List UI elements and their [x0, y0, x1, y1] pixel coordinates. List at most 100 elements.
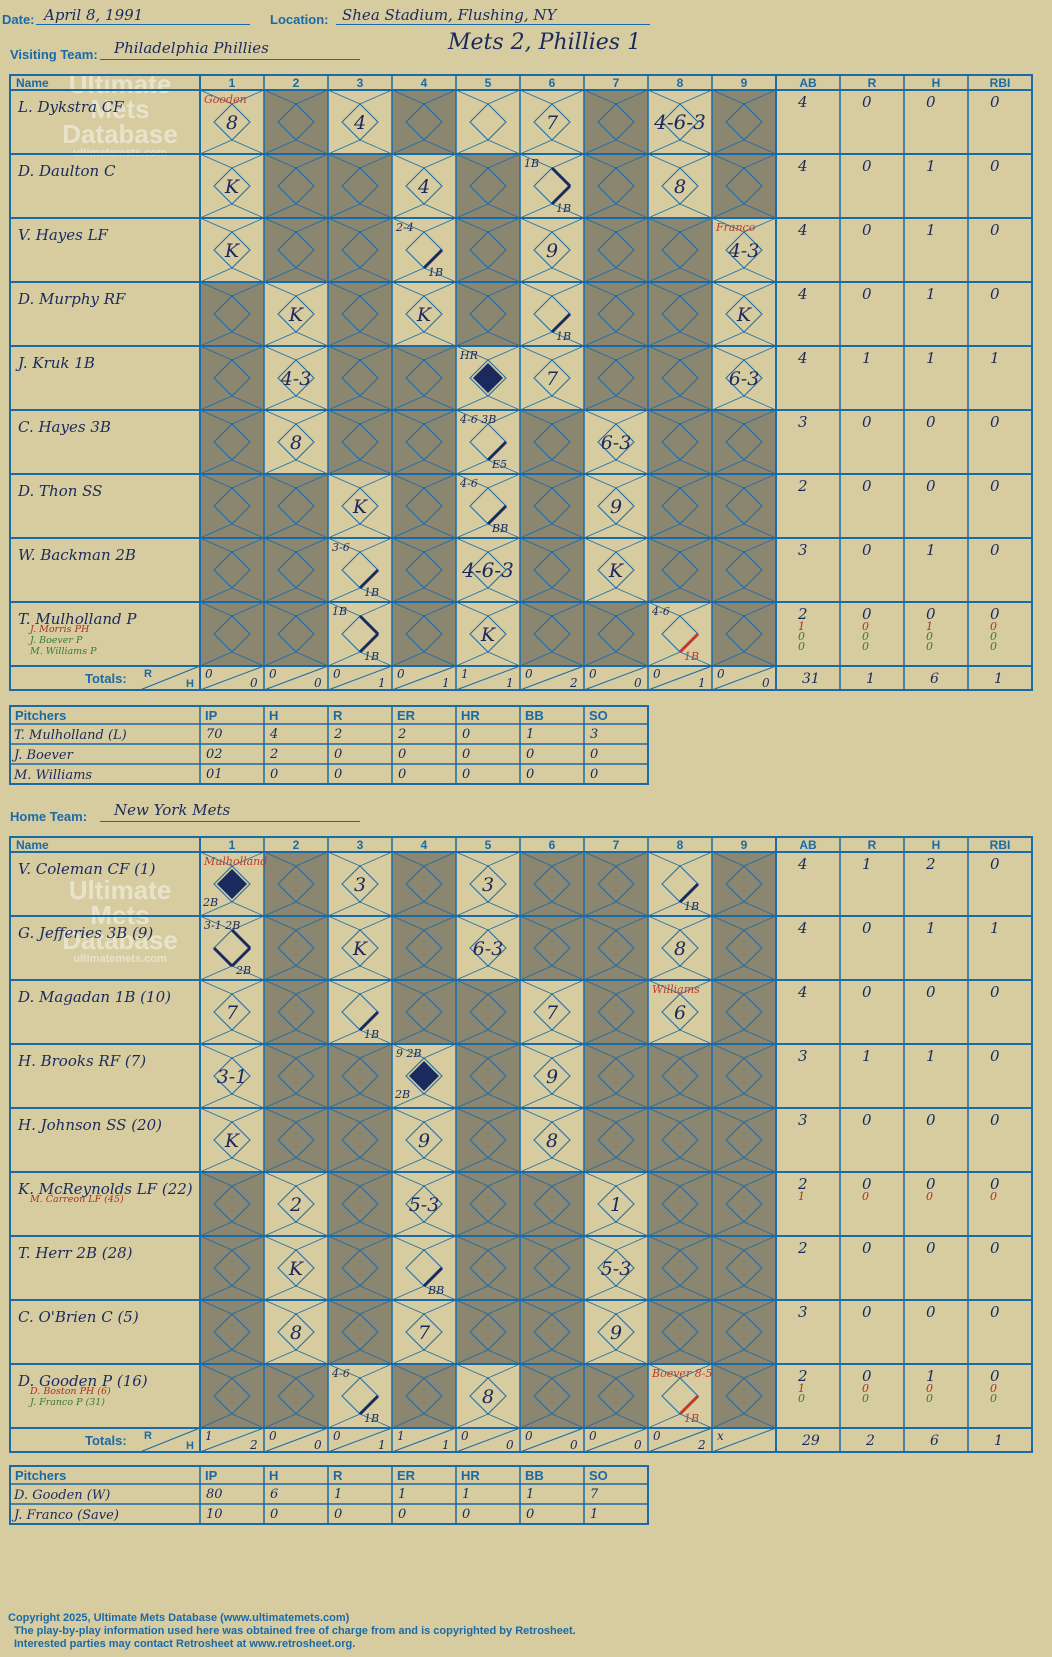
cell-line — [391, 1107, 425, 1123]
play-code: 8 — [290, 432, 302, 454]
header-col: 7 — [613, 838, 620, 852]
inning-hits: 0 — [762, 676, 770, 690]
cell-line — [199, 1413, 233, 1429]
cell-line — [551, 851, 585, 867]
cell-line — [679, 409, 713, 425]
cell-line — [391, 1043, 425, 1059]
header-col: 2 — [293, 838, 300, 852]
play-code: K — [224, 176, 241, 198]
cell-line — [455, 409, 489, 425]
home-grid — [9, 836, 1033, 1453]
cell-line — [519, 965, 553, 981]
cell-line — [519, 1363, 553, 1379]
cell-line — [199, 395, 233, 411]
inning-runs: 0 — [525, 667, 533, 681]
base-path — [550, 184, 572, 206]
cell-line — [295, 153, 329, 169]
cell-line — [615, 651, 649, 667]
cell-line — [263, 153, 297, 169]
cell-line — [295, 139, 329, 155]
cell-line — [359, 473, 393, 489]
cell-line — [679, 523, 713, 539]
cell-line — [679, 901, 713, 917]
cell-line — [391, 1093, 425, 1109]
inning-runs: 0 — [269, 667, 277, 681]
cell-line — [263, 139, 297, 155]
play-code: K — [352, 496, 369, 518]
cell-line — [647, 979, 681, 995]
cell-line — [679, 1029, 713, 1045]
base-path — [358, 614, 380, 636]
runs-key: R — [144, 1430, 152, 1442]
play-code: 4 — [417, 176, 430, 198]
totals-divider — [711, 1427, 777, 1453]
batter-stat: 0 — [862, 1303, 872, 1321]
inning-hits: 0 — [314, 676, 322, 690]
play-code: 4-6-3 — [653, 110, 706, 134]
cell-line — [615, 1043, 649, 1059]
header-col: 7 — [613, 76, 620, 90]
cell-line — [487, 1093, 521, 1109]
batter-stat: 0 — [926, 983, 936, 1001]
cell-line — [391, 1029, 425, 1045]
cell-line — [487, 217, 521, 233]
cell-line — [679, 153, 713, 169]
cell-line — [327, 1349, 361, 1365]
header-col: R — [868, 838, 877, 852]
cell-line — [711, 217, 745, 233]
cell-line — [711, 537, 745, 553]
cell-line — [295, 965, 329, 981]
cell-line — [519, 1171, 553, 1187]
cell-line — [583, 1235, 617, 1251]
base-diamond — [341, 1377, 379, 1415]
cell-line — [519, 409, 553, 425]
batter-stat: 0 — [926, 630, 933, 643]
cell-line — [423, 979, 457, 995]
base-path — [550, 166, 572, 188]
cell-line — [583, 587, 617, 603]
cell-line — [423, 473, 457, 489]
cell-line — [327, 1029, 361, 1045]
header-col: RBI — [990, 76, 1011, 90]
batter-stat: 1 — [798, 1382, 805, 1395]
cell-line — [647, 965, 681, 981]
cell-line — [327, 217, 361, 233]
totals-divider — [327, 1427, 393, 1453]
cell-line — [583, 345, 617, 361]
cell-line — [583, 473, 617, 489]
cell-line — [391, 331, 425, 347]
cell-line — [423, 1413, 457, 1429]
cell-line — [615, 523, 649, 539]
pitcher-stat: 0 — [526, 1507, 534, 1522]
cell-line — [615, 1349, 649, 1365]
cell-line — [359, 1171, 393, 1187]
base-diamond — [341, 615, 379, 653]
cell-line — [487, 1107, 521, 1123]
cell-line — [423, 1221, 457, 1237]
cell-line — [743, 601, 777, 617]
cell-line — [615, 979, 649, 995]
cell-line — [455, 89, 489, 105]
batter-stat: 1 — [926, 919, 936, 937]
cell-line — [263, 1221, 297, 1237]
batter-stat: 3 — [798, 1047, 808, 1065]
cell-line — [359, 217, 393, 233]
batter-stat: 1 — [798, 1190, 805, 1203]
cell-line — [327, 1171, 361, 1187]
cell-line — [455, 203, 489, 219]
cell-line — [615, 1285, 649, 1301]
pitcher-header: BB — [525, 708, 544, 723]
batter-stat: 1 — [926, 221, 936, 239]
cell-line — [295, 1285, 329, 1301]
pitcher-stat: 0 — [590, 747, 598, 762]
cell-line — [551, 651, 585, 667]
home-underline — [100, 821, 360, 822]
play-code: 9 — [610, 1322, 622, 1344]
home-run-mark — [473, 363, 503, 393]
cell-line — [391, 153, 425, 169]
header-col: 5 — [485, 838, 492, 852]
cell-line — [583, 203, 617, 219]
cell-line — [679, 965, 713, 981]
base-diamond — [469, 487, 507, 525]
